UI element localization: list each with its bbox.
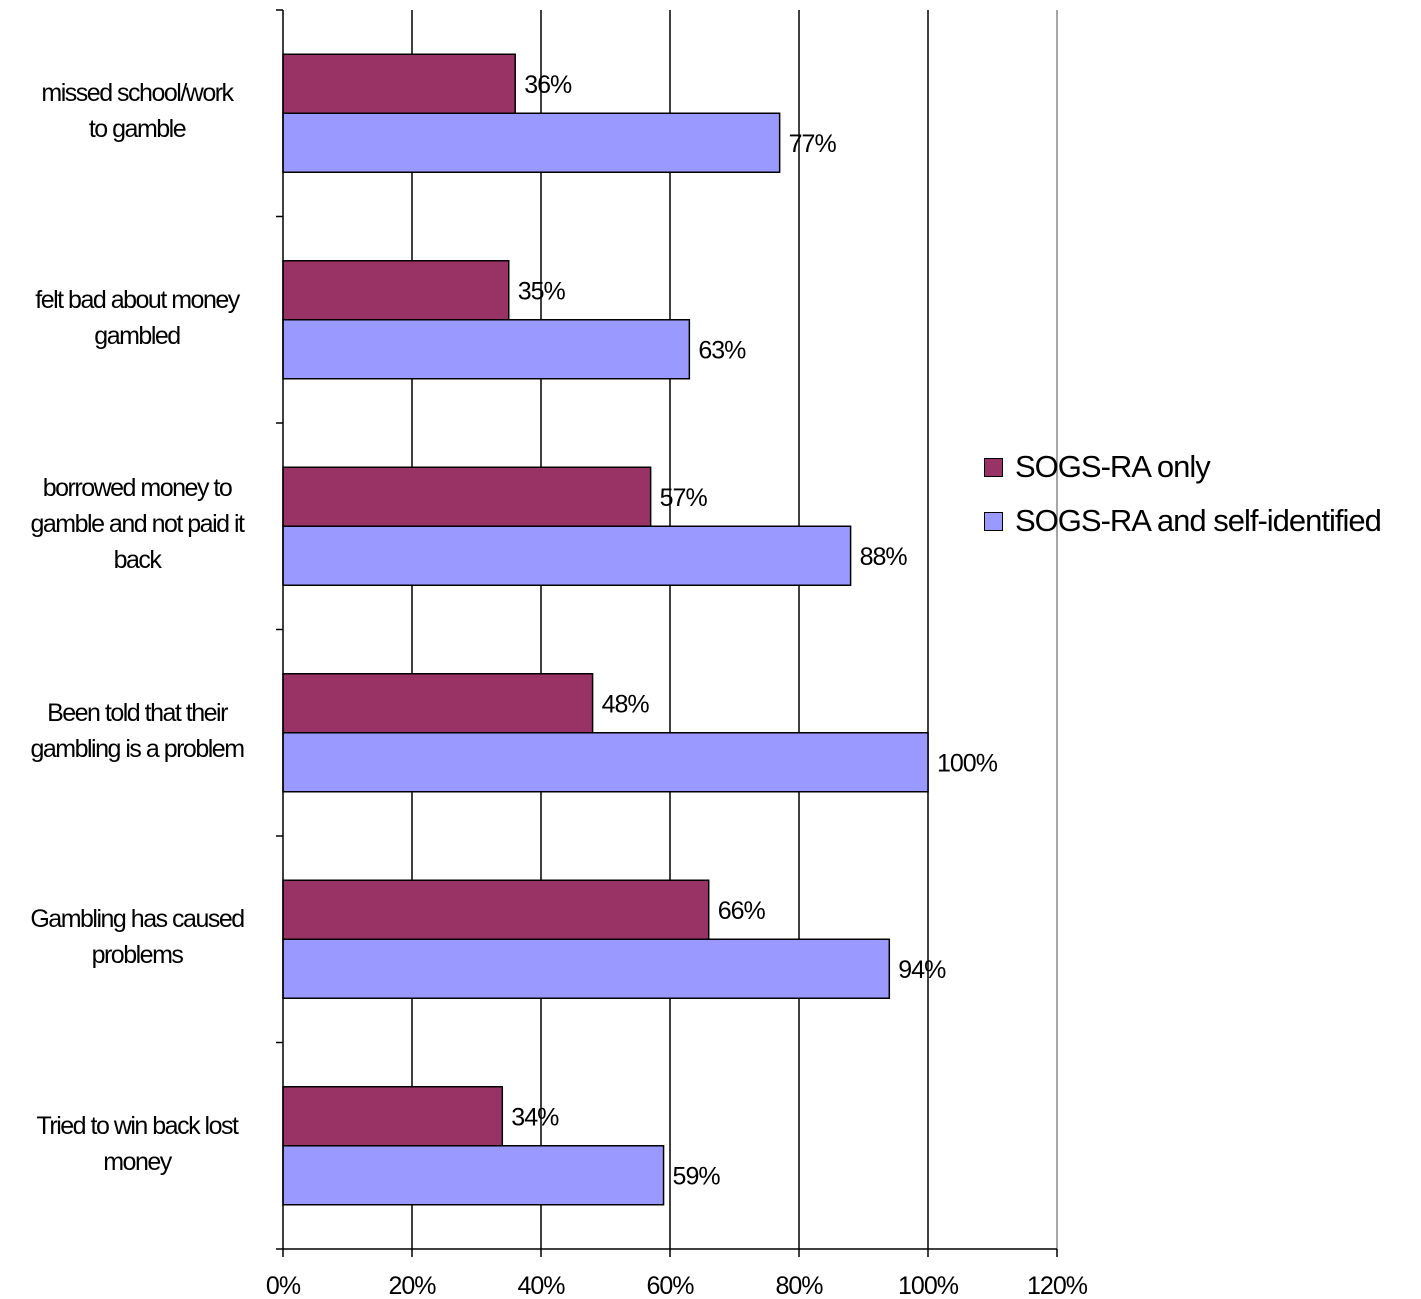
x-tick-label: 120%	[1027, 1272, 1088, 1299]
data-label: 35%	[518, 277, 566, 305]
x-tick-label: 40%	[517, 1272, 565, 1299]
category-label: missed school/work to gamble	[41, 79, 234, 144]
x-tick-label: 100%	[898, 1272, 959, 1299]
legend-swatch-series-1	[984, 457, 1003, 477]
category-label: Tried to win back lost money	[36, 1111, 239, 1176]
data-label: 88%	[860, 543, 908, 571]
legend-item-series-2: SOGS-RA and self-identified	[984, 494, 1382, 548]
bar-series-1	[282, 673, 594, 734]
data-label: 57%	[660, 484, 708, 512]
category-label: felt bad about money gambled	[35, 285, 240, 350]
bar-series-2	[282, 525, 852, 586]
data-label: 66%	[718, 897, 766, 925]
x-tick-label: 0%	[266, 1272, 301, 1299]
bar-series-1	[282, 53, 516, 114]
data-label: 48%	[602, 690, 650, 718]
data-label: 94%	[898, 956, 946, 984]
data-label: 36%	[524, 71, 572, 99]
data-label: 59%	[673, 1162, 721, 1190]
legend-item-series-1: SOGS-RA only	[984, 440, 1381, 494]
bar-series-1	[282, 879, 710, 940]
category-label: Been told that their gambling is a probl…	[30, 698, 245, 763]
bar-series-1	[282, 260, 510, 321]
x-tick-label: 80%	[775, 1272, 823, 1299]
bar-series-2	[282, 732, 929, 793]
legend-label-series-1: SOGS-RA only	[1015, 449, 1211, 484]
x-tick-label: 20%	[388, 1272, 436, 1299]
category-label: Gambling has caused problems	[30, 905, 245, 970]
bar-series-2	[282, 319, 691, 380]
bar-series-1	[282, 466, 652, 527]
legend-swatch-series-2	[984, 511, 1003, 531]
bar-series-2	[282, 112, 781, 173]
bar-series-2	[282, 1145, 665, 1206]
data-label: 100%	[937, 749, 998, 777]
data-label: 34%	[511, 1103, 559, 1131]
legend-label-series-2: SOGS-RA and self-identified	[1015, 503, 1382, 538]
legend: SOGS-RA only SOGS-RA and self-identified	[984, 440, 1382, 548]
bar-series-2	[282, 938, 891, 999]
bar-series-1	[282, 1086, 504, 1147]
category-label: borrowed money to gamble and not paid it…	[30, 474, 245, 575]
data-label: 63%	[698, 336, 746, 364]
data-label: 77%	[789, 130, 837, 158]
x-tick-label: 60%	[646, 1272, 694, 1299]
